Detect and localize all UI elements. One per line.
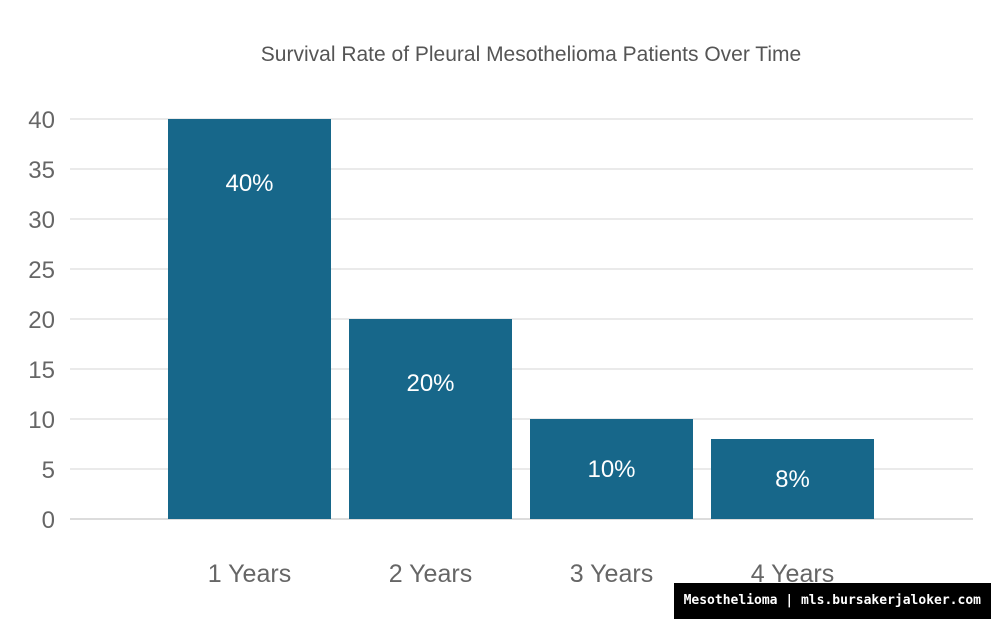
data-label: 8% xyxy=(775,466,810,493)
y-tick-label: 10 xyxy=(28,407,55,434)
bar xyxy=(349,319,512,519)
bar xyxy=(711,439,874,519)
y-tick-label: 25 xyxy=(28,257,55,284)
bar xyxy=(168,119,331,519)
data-label: 10% xyxy=(587,456,635,483)
y-tick-label: 40 xyxy=(28,107,55,134)
y-tick-label: 15 xyxy=(28,357,55,384)
watermark-banner: Mesothelioma | mls.bursakerjaloker.com xyxy=(673,583,991,619)
bars xyxy=(168,119,874,519)
x-tick-label: 2 Years xyxy=(389,560,472,588)
y-tick-label: 20 xyxy=(28,307,55,334)
x-tick-label: 1 Years xyxy=(208,560,291,588)
y-tick-label: 30 xyxy=(28,207,55,234)
data-label: 20% xyxy=(406,370,454,397)
y-tick-label: 0 xyxy=(42,507,55,534)
chart-title: Survival Rate of Pleural Mesothelioma Pa… xyxy=(261,43,801,66)
bar xyxy=(530,419,693,519)
y-tick-label: 5 xyxy=(42,457,55,484)
data-label: 40% xyxy=(225,170,273,197)
y-axis-ticks: 0 5 10 15 20 25 30 35 40 xyxy=(28,107,55,534)
x-tick-label: 3 Years xyxy=(570,560,653,588)
data-labels: 40% 20% 10% 8% xyxy=(225,170,809,493)
y-tick-label: 35 xyxy=(28,157,55,184)
